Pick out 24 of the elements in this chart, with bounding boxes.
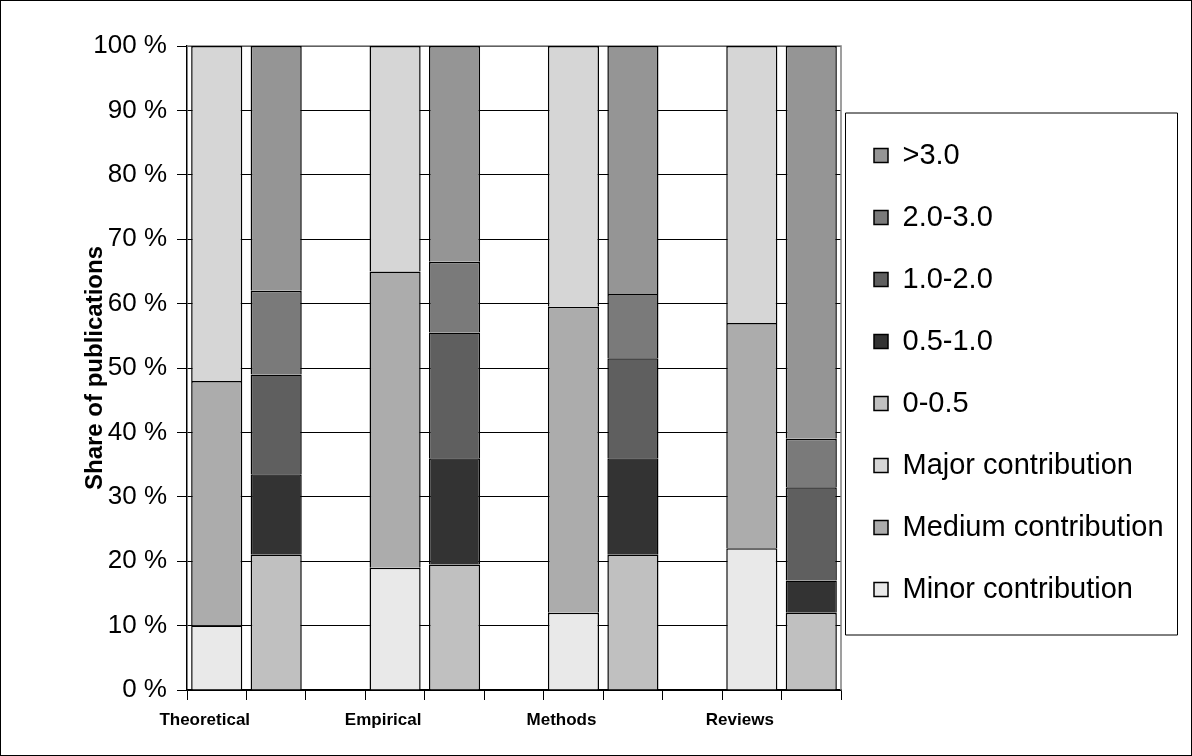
legend-label: 0.5-1.0: [902, 323, 993, 356]
y-tick-label: 90 %: [107, 93, 167, 124]
y-tick-label: 0 %: [122, 673, 167, 704]
y-tick-label: 100 %: [93, 29, 167, 60]
x-tick-label: Reviews: [705, 709, 774, 729]
legend-label: 0-0.5: [902, 385, 969, 418]
legend-label: 2.0-3.0: [902, 199, 993, 232]
y-tick-label: 40 %: [107, 415, 167, 446]
legend-label: >3.0: [902, 137, 960, 170]
legend-label: Minor contribution: [902, 571, 1133, 604]
legend-label: Major contribution: [902, 447, 1133, 480]
y-tick-label: 60 %: [107, 286, 167, 317]
y-tick-label: 10 %: [107, 608, 167, 639]
legend-label: 1.0-2.0: [902, 261, 993, 294]
x-tick-label: Empirical: [344, 709, 422, 729]
legend-label: Medium contribution: [902, 509, 1164, 542]
x-tick-label: Theoretical: [159, 709, 251, 729]
y-axis-title: Share of publications: [80, 245, 108, 491]
y-tick-label: 30 %: [107, 479, 167, 510]
y-tick-label: 80 %: [107, 157, 167, 188]
x-tick-label: Methods: [526, 709, 597, 729]
y-tick-label: 20 %: [107, 544, 167, 575]
y-tick-label: 70 %: [107, 222, 167, 253]
y-tick-label: 50 %: [107, 351, 167, 382]
